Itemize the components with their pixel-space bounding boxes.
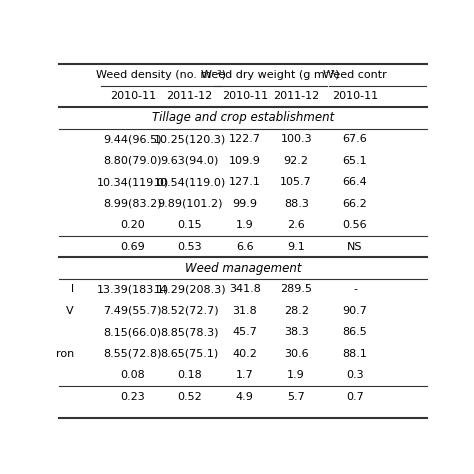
Text: 2011-12: 2011-12 xyxy=(166,91,213,101)
Text: l: l xyxy=(71,284,74,294)
Text: 28.2: 28.2 xyxy=(284,306,309,316)
Text: 13.39(183.1): 13.39(183.1) xyxy=(97,284,169,294)
Text: 2010-11: 2010-11 xyxy=(332,91,378,101)
Text: 1.7: 1.7 xyxy=(236,370,254,380)
Text: Weed density (no. m⁻²): Weed density (no. m⁻²) xyxy=(96,70,226,80)
Text: 2010-11: 2010-11 xyxy=(222,91,268,101)
Text: 65.1: 65.1 xyxy=(343,156,367,166)
Text: Tillage and crop establishment: Tillage and crop establishment xyxy=(152,111,334,124)
Text: ron: ron xyxy=(55,349,74,359)
Text: 5.7: 5.7 xyxy=(287,392,305,402)
Text: Weed management: Weed management xyxy=(185,262,301,274)
Text: 127.1: 127.1 xyxy=(229,177,261,187)
Text: 122.7: 122.7 xyxy=(229,134,261,144)
Text: 66.4: 66.4 xyxy=(343,177,367,187)
Text: 10.54(119.0): 10.54(119.0) xyxy=(154,177,226,187)
Text: 341.8: 341.8 xyxy=(229,284,261,294)
Text: 4.9: 4.9 xyxy=(236,392,254,402)
Text: 66.2: 66.2 xyxy=(343,199,367,209)
Text: 8.55(72.8): 8.55(72.8) xyxy=(103,349,162,359)
Text: 2.6: 2.6 xyxy=(287,220,305,230)
Text: 40.2: 40.2 xyxy=(232,349,257,359)
Text: 1.9: 1.9 xyxy=(287,370,305,380)
Text: 99.9: 99.9 xyxy=(232,199,257,209)
Text: 2011-12: 2011-12 xyxy=(273,91,319,101)
Text: 86.5: 86.5 xyxy=(343,328,367,337)
Text: 45.7: 45.7 xyxy=(232,328,257,337)
Text: 6.6: 6.6 xyxy=(236,242,254,252)
Text: 9.1: 9.1 xyxy=(287,242,305,252)
Text: 2010-11: 2010-11 xyxy=(109,91,156,101)
Text: 8.65(75.1): 8.65(75.1) xyxy=(161,349,219,359)
Text: 0.18: 0.18 xyxy=(177,370,202,380)
Text: 8.80(79.0): 8.80(79.0) xyxy=(103,156,162,166)
Text: 7.49(55.7): 7.49(55.7) xyxy=(103,306,162,316)
Text: 289.5: 289.5 xyxy=(280,284,312,294)
Text: 0.69: 0.69 xyxy=(120,242,145,252)
Text: 8.85(78.3): 8.85(78.3) xyxy=(160,328,219,337)
Text: 9.89(101.2): 9.89(101.2) xyxy=(157,199,222,209)
Text: 31.8: 31.8 xyxy=(232,306,257,316)
Text: 14.29(208.3): 14.29(208.3) xyxy=(154,284,226,294)
Text: 0.53: 0.53 xyxy=(177,242,202,252)
Text: 88.3: 88.3 xyxy=(284,199,309,209)
Text: 92.2: 92.2 xyxy=(284,156,309,166)
Text: 0.3: 0.3 xyxy=(346,370,364,380)
Text: 10.25(120.3): 10.25(120.3) xyxy=(154,134,226,144)
Text: 109.9: 109.9 xyxy=(229,156,261,166)
Text: -: - xyxy=(353,284,357,294)
Text: 8.15(66.0): 8.15(66.0) xyxy=(104,328,162,337)
Text: 67.6: 67.6 xyxy=(343,134,367,144)
Text: 0.7: 0.7 xyxy=(346,392,364,402)
Text: 100.3: 100.3 xyxy=(281,134,312,144)
Text: 105.7: 105.7 xyxy=(280,177,312,187)
Text: 9.44(96.5): 9.44(96.5) xyxy=(103,134,162,144)
Text: 0.15: 0.15 xyxy=(177,220,202,230)
Text: 88.1: 88.1 xyxy=(343,349,367,359)
Text: 10.34(119.0): 10.34(119.0) xyxy=(97,177,169,187)
Text: 0.23: 0.23 xyxy=(120,392,145,402)
Text: V: V xyxy=(66,306,74,316)
Text: 0.56: 0.56 xyxy=(343,220,367,230)
Text: 90.7: 90.7 xyxy=(343,306,367,316)
Text: 8.52(72.7): 8.52(72.7) xyxy=(160,306,219,316)
Text: NS: NS xyxy=(347,242,363,252)
Text: 0.20: 0.20 xyxy=(120,220,145,230)
Text: 8.99(83.2): 8.99(83.2) xyxy=(103,199,162,209)
Text: 1.9: 1.9 xyxy=(236,220,254,230)
Text: 38.3: 38.3 xyxy=(284,328,309,337)
Text: 30.6: 30.6 xyxy=(284,349,309,359)
Text: Weed dry weight (g m⁻²): Weed dry weight (g m⁻²) xyxy=(201,70,340,80)
Text: 0.08: 0.08 xyxy=(120,370,145,380)
Text: 9.63(94.0): 9.63(94.0) xyxy=(161,156,219,166)
Text: Weed contr: Weed contr xyxy=(323,70,387,80)
Text: 0.52: 0.52 xyxy=(177,392,202,402)
